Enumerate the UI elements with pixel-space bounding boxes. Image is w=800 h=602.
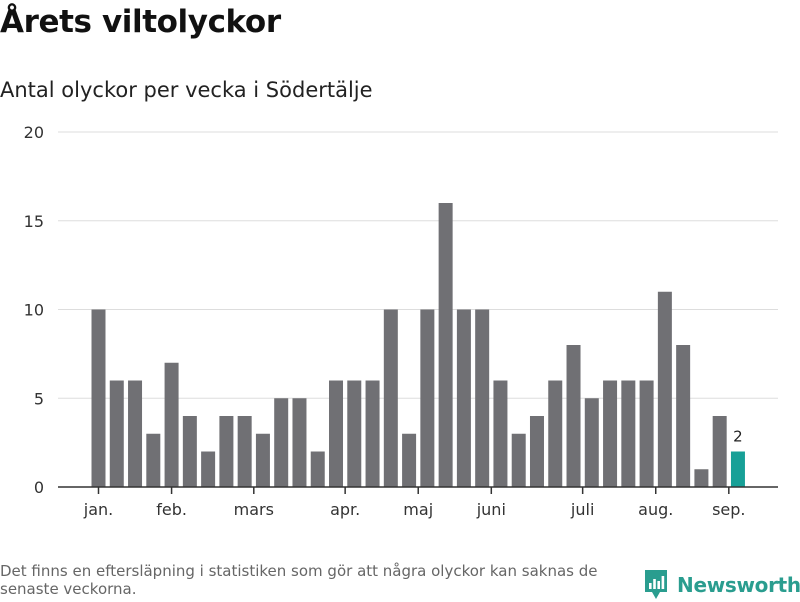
- y-axis-tick-labels: 0 5 10 15 20: [24, 123, 44, 497]
- y-tick-label: 20: [24, 123, 44, 142]
- bar: [164, 362, 179, 487]
- x-tick-label: aug.: [638, 500, 673, 519]
- bar: [511, 433, 526, 487]
- bar: [639, 380, 654, 487]
- newsworthy-logo-icon: [645, 570, 667, 599]
- bar: [292, 398, 307, 487]
- bar: [529, 416, 544, 487]
- bar: [493, 380, 508, 487]
- bar: [420, 309, 435, 487]
- bar: [456, 309, 471, 487]
- highlight-data-label: 2: [733, 428, 743, 446]
- bar: [402, 433, 417, 487]
- x-tick-label: juli: [570, 500, 594, 519]
- y-tick-label: 0: [34, 478, 44, 497]
- bar: [584, 398, 599, 487]
- bar: [109, 380, 124, 487]
- x-tick-label: jan.: [83, 500, 113, 519]
- bar: [621, 380, 636, 487]
- bars: [91, 203, 745, 487]
- highlighted-bar: [730, 451, 745, 487]
- chart-title: Årets viltolyckor: [0, 4, 281, 40]
- y-tick-label: 5: [34, 389, 44, 408]
- bar: [274, 398, 289, 487]
- bar: [475, 309, 490, 487]
- bar: [365, 380, 380, 487]
- x-tick-label: juni: [476, 500, 506, 519]
- brand: Newsworthy: [643, 568, 800, 602]
- bar: [219, 416, 234, 487]
- bar: [237, 416, 252, 487]
- bar: [694, 469, 709, 487]
- bar: [712, 416, 727, 487]
- bar: [329, 380, 344, 487]
- bar: [676, 345, 691, 487]
- x-tick-label: mars: [234, 500, 274, 519]
- bar: [201, 451, 216, 487]
- footnote: Det finns en eftersläpning i statistiken…: [0, 562, 598, 598]
- x-axis-ticks: [97, 487, 730, 494]
- chart-subtitle: Antal olyckor per vecka i Södertälje: [0, 78, 373, 102]
- bar: [310, 451, 325, 487]
- bar: [182, 416, 197, 487]
- bar: [603, 380, 618, 487]
- bar: [146, 433, 161, 487]
- bar: [383, 309, 398, 487]
- bar: [347, 380, 362, 487]
- bar: [91, 309, 106, 487]
- bar: [566, 345, 581, 487]
- x-tick-label: apr.: [330, 500, 360, 519]
- x-tick-label: maj: [403, 500, 433, 519]
- y-tick-label: 15: [24, 212, 44, 231]
- bar-chart: 0 5 10 15 20 jan. feb. mars apr. maj juni juli aug.…: [24, 123, 778, 519]
- bar: [548, 380, 563, 487]
- bar: [255, 433, 270, 487]
- x-tick-label: sep.: [712, 500, 745, 519]
- x-axis-month-labels: jan. feb. mars apr. maj juni juli aug. sep.: [83, 500, 746, 519]
- bar: [438, 203, 453, 487]
- x-tick-label: feb.: [156, 500, 187, 519]
- brand-name: Newsworthy: [677, 573, 800, 597]
- y-tick-label: 10: [24, 301, 44, 320]
- bar: [657, 291, 672, 487]
- bar: [128, 380, 143, 487]
